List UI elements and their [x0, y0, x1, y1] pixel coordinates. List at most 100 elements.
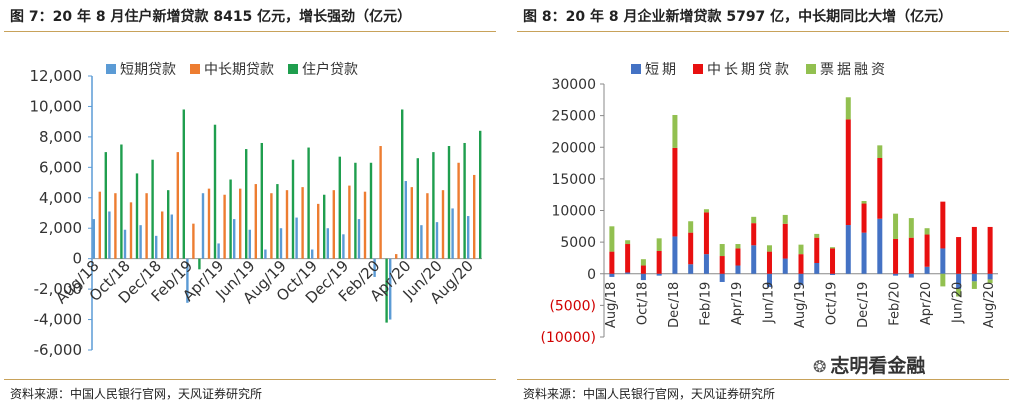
- bar-中长期贷款: [672, 147, 678, 237]
- bar-短期贷款: [342, 234, 345, 259]
- bar-短期贷款: [108, 211, 111, 259]
- bar-短期: [688, 264, 694, 274]
- legend-label: 住户贷款: [302, 61, 358, 78]
- x-tick-label: Oct/18: [635, 282, 650, 325]
- bar-短期: [656, 273, 662, 276]
- bar-住户贷款: [104, 152, 107, 259]
- x-tick-label: Aug/19: [793, 282, 808, 328]
- bar-中长期贷款: [270, 193, 273, 259]
- bar-中长期贷款: [845, 119, 851, 226]
- bar-中长期贷款: [317, 203, 320, 259]
- bar-中长期贷款: [332, 190, 335, 259]
- bar-短期贷款: [233, 219, 236, 259]
- bar-中长期贷款: [98, 191, 101, 259]
- x-tick-label: Apr/19: [730, 282, 745, 325]
- bar-住户贷款: [198, 258, 201, 270]
- bar-票据融资: [672, 114, 678, 148]
- bar-中长期贷款: [625, 244, 631, 273]
- bar-中长期贷款: [114, 193, 117, 259]
- bar-住户贷款: [463, 142, 466, 259]
- bar-中长期贷款: [379, 146, 382, 259]
- bar-住户贷款: [416, 158, 419, 259]
- bar-票据融资: [640, 259, 646, 266]
- bar-票据融资: [924, 228, 930, 235]
- bar-中长期贷款: [782, 223, 788, 259]
- bar-短期: [956, 273, 962, 289]
- bar-短期: [814, 262, 820, 274]
- bar-短期贷款: [311, 249, 314, 259]
- bar-中长期贷款: [457, 162, 460, 259]
- bar-短期贷款: [186, 258, 189, 303]
- watermark: ❂ 志明看金融: [813, 351, 925, 378]
- bar-中长期贷款: [348, 185, 351, 259]
- legend-swatch: [693, 64, 703, 74]
- bar-中长期贷款: [766, 251, 772, 274]
- bar-住户贷款: [479, 130, 482, 259]
- household-loans-panel: 图 7：20 年 8 月住户新增贷款 8415 亿元，增长强劲（亿元） -6,0…: [0, 0, 500, 409]
- y-tick-label: 0: [587, 267, 596, 283]
- bar-票据融资: [861, 201, 867, 204]
- bar-住户贷款: [401, 109, 404, 259]
- bar-短期: [735, 265, 741, 274]
- bar-短期贷款: [467, 216, 470, 259]
- chart-title: 图 8：20 年 8 月企业新增贷款 5797 亿，中长期同比大增（亿元）: [523, 9, 953, 25]
- bar-中长期贷款: [223, 194, 226, 259]
- y-tick-label: -2,000: [34, 280, 82, 298]
- bar-票据融资: [782, 214, 788, 224]
- bar-中长期贷款: [751, 223, 757, 246]
- bar-中长期贷款: [688, 232, 694, 265]
- bar-住户贷款: [245, 149, 248, 259]
- y-tick-label: (10000): [541, 330, 596, 346]
- bar-短期贷款: [373, 258, 376, 277]
- corporate-loans-panel: 图 8：20 年 8 月企业新增贷款 5797 亿，中长期同比大增（亿元） (1…: [513, 0, 1013, 409]
- bar-短期贷款: [92, 219, 95, 259]
- bar-票据融资: [609, 226, 615, 252]
- source-divider: [517, 379, 1009, 380]
- bar-住户贷款: [447, 146, 451, 259]
- bar-短期贷款: [326, 228, 329, 259]
- bar-票据融资: [845, 97, 851, 120]
- legend-swatch: [631, 64, 641, 74]
- legend-label: 票据融资: [820, 62, 888, 78]
- x-tick-label: Dec/18: [667, 282, 682, 328]
- bar-短期贷款: [155, 235, 158, 259]
- y-tick-label: 8,000: [39, 128, 82, 146]
- bar-短期贷款: [123, 229, 127, 259]
- bar-票据融资: [893, 213, 899, 239]
- bar-住户贷款: [151, 159, 154, 259]
- bar-票据融资: [877, 145, 883, 159]
- bar-短期: [830, 273, 836, 276]
- bar-票据融资: [625, 240, 631, 245]
- bar-短期贷款: [357, 219, 361, 259]
- bar-短期贷款: [139, 225, 142, 259]
- bar-中长期贷款: [830, 248, 836, 274]
- bar-短期: [924, 266, 930, 274]
- bar-短期: [625, 272, 631, 274]
- bar-住户贷款: [338, 156, 341, 259]
- bar-短期贷款: [170, 214, 173, 259]
- source-text: 资料来源：中国人民银行官网，天风证券研究所: [523, 387, 776, 401]
- y-tick-label: 5000: [560, 235, 596, 251]
- bar-中长期贷款: [176, 152, 179, 259]
- bar-短期: [609, 273, 615, 277]
- x-tick-label: Feb/19: [698, 282, 713, 326]
- legend-label: 中长期贷款: [707, 62, 792, 78]
- bar-短期贷款: [201, 193, 205, 259]
- bar-中长期贷款: [254, 184, 257, 259]
- bar-中长期贷款: [410, 187, 413, 259]
- bar-短期: [672, 236, 678, 274]
- x-tick-label: Jun/19: [761, 282, 776, 324]
- bar-票据融资: [830, 247, 836, 249]
- bar-票据融资: [766, 245, 772, 252]
- bar-住户贷款: [120, 144, 123, 259]
- bar-短期贷款: [217, 243, 220, 259]
- bar-中长期贷款: [987, 226, 993, 274]
- legend-swatch: [806, 64, 816, 74]
- bar-短期贷款: [389, 258, 392, 320]
- x-tick-label: Aug/20: [982, 282, 997, 328]
- corporate-loans-chart: (10000) (5000) 0 5000 10000 15000 20000 25000 30…: [541, 62, 998, 346]
- bar-中长期贷款: [924, 234, 930, 267]
- bar-中长期贷款: [207, 188, 211, 259]
- bar-中长期贷款: [395, 254, 398, 259]
- title-divider: [4, 31, 496, 32]
